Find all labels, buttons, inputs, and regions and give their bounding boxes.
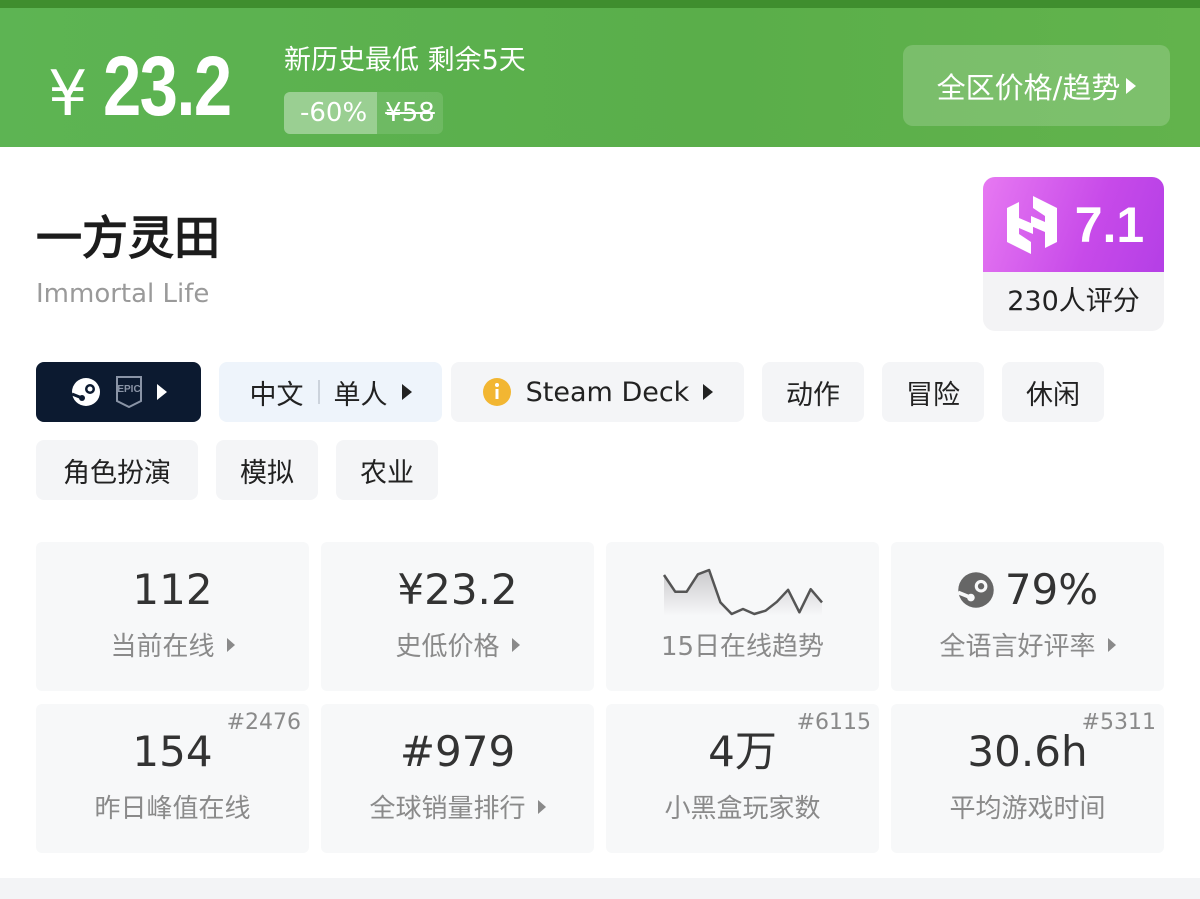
avg-playtime-card[interactable]: #5311 30.6h 平均游戏时间 [891,704,1164,853]
stat-value: 4万 [708,727,777,776]
rating-count: 230人评分 [1007,286,1140,317]
steam-icon [70,378,100,406]
score-badge[interactable]: 7.1 230人评分 [983,177,1164,331]
yesterday-peak-card[interactable]: #2476 154 昨日峰值在线 [36,704,309,853]
stat-label: 昨日峰值在线 [94,794,251,824]
stat-label: 小黑盒玩家数 [664,794,821,824]
stat-value: ¥23.2 [397,565,518,614]
score-value: 7.1 [1074,196,1145,253]
heybox-players-card[interactable]: #6115 4万 小黑盒玩家数 [606,704,879,853]
genre-tag[interactable]: 休闲 [1002,362,1104,422]
chevron-right-icon [511,637,520,652]
chevron-right-icon [1126,77,1137,94]
currency-symbol: ¥ [48,57,88,130]
original-price: ¥58 [385,98,435,128]
steam-deck-tag[interactable]: Steam Deck [451,362,744,422]
region-price-label: 全区价格/趋势 [936,70,1121,105]
players-label: 单人 [333,379,388,411]
price-value: 23.2 [103,39,232,133]
stat-label: 全语言好评率 [939,632,1096,662]
stat-label: 当前在线 [110,632,215,662]
stat-rank: #6115 [796,710,871,735]
stat-value: 79% [1004,565,1099,614]
platform-tag[interactable]: EPIC [36,362,201,422]
stat-label: 平均游戏时间 [949,794,1106,824]
chevron-right-icon [401,384,412,400]
stat-value: 112 [132,565,213,614]
divider [317,380,320,404]
stat-value: 30.6h [967,727,1088,776]
stat-label: 史低价格 [395,632,500,662]
language-players-tag[interactable]: 中文 单人 [219,362,442,422]
top-strip [0,0,1200,8]
genre-tag[interactable]: 动作 [762,362,864,422]
discount-percent: -60% [284,92,378,134]
lowest-note: 新历史最低 剩余5天 [284,45,526,76]
genre-tag[interactable]: 冒险 [882,362,984,422]
bottom-divider [0,878,1200,899]
trend-area [663,570,822,616]
chevron-right-icon [703,384,714,400]
steam-deck-label: Steam Deck [525,376,690,408]
chevron-right-icon [1107,637,1116,652]
heybox-logo-icon [1006,195,1057,254]
info-icon [482,378,511,406]
current-online-card[interactable]: 112 当前在线 [36,542,309,691]
chevron-right-icon [156,384,167,400]
stat-rank: #5311 [1081,710,1156,735]
chevron-right-icon [226,637,235,652]
positive-rate-card[interactable]: 79% 全语言好评率 [891,542,1164,691]
genre-tag[interactable]: 模拟 [216,440,318,500]
chevron-right-icon [537,799,546,814]
game-subtitle: Immortal Life [36,279,210,309]
language-label: 中文 [249,379,304,411]
discount-badge: -60% ¥58 [284,92,443,134]
genre-tag[interactable]: 农业 [336,440,438,500]
game-title: 一方灵田 [36,211,220,265]
svg-text:EPIC: EPIC [117,384,140,395]
stat-label: 全球销量排行 [369,794,526,824]
stat-value: #979 [399,727,516,776]
region-price-button[interactable]: 全区价格/趋势 [903,45,1170,126]
epic-games-icon: EPIC [115,376,142,408]
global-sales-rank-card[interactable]: #979 全球销量排行 [321,704,594,853]
current-price: ¥ 23.2 [48,38,259,135]
genre-tag[interactable]: 角色扮演 [36,440,198,500]
price-banner: ¥ 23.2 新历史最低 剩余5天 -60% ¥58 全区价格/趋势 [0,8,1200,147]
trend-sparkline [662,568,823,616]
stat-value: 154 [132,727,213,776]
online-trend-card[interactable]: 15日在线趋势 [606,542,879,691]
lowest-price-card[interactable]: ¥23.2 史低价格 [321,542,594,691]
trend-line [662,568,823,616]
stat-label: 15日在线趋势 [660,632,825,662]
steam-icon [957,572,994,608]
stat-rank: #2476 [226,710,301,735]
